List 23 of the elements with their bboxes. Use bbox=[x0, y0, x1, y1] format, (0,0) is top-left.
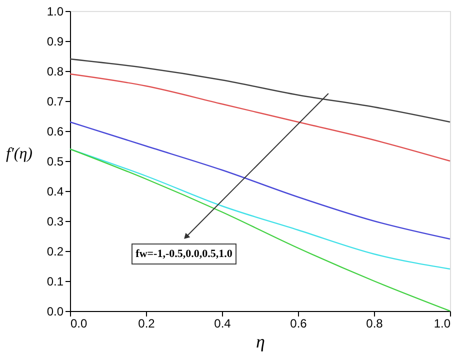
y-tick-label: 0.9 bbox=[46, 34, 64, 48]
y-tick-label: 0.7 bbox=[46, 94, 64, 108]
x-tick-label: 0.2 bbox=[138, 316, 156, 330]
annotation: fw=-1,-0.5,0.0,0.5,1.0 bbox=[136, 248, 233, 260]
y-tick-label: 0.1 bbox=[46, 274, 64, 288]
x-axis-title: η bbox=[256, 332, 266, 352]
x-tick-label: 0.8 bbox=[366, 316, 384, 330]
y-tick-label: 0.8 bbox=[46, 64, 64, 78]
line-series bbox=[69, 121, 451, 240]
line-series bbox=[69, 73, 451, 162]
x-tick-label: 0.4 bbox=[214, 316, 232, 330]
x-tick-label: 1.0 bbox=[434, 316, 451, 330]
y-tick-label: 1.0 bbox=[46, 4, 64, 18]
y-tick-label: 0.0 bbox=[46, 304, 64, 318]
line-series bbox=[69, 58, 451, 123]
y-tick-label: 0.3 bbox=[46, 214, 64, 228]
x-tick-label: 0.0 bbox=[70, 316, 88, 330]
y-tick-label: 0.2 bbox=[46, 244, 64, 258]
x-tick-label: 0.6 bbox=[290, 316, 308, 330]
y-tick-label: 0.6 bbox=[46, 124, 64, 138]
y-axis-title: f′(η) bbox=[6, 146, 32, 162]
y-tick-label: 0.5 bbox=[46, 154, 64, 168]
y-tick-label: 0.4 bbox=[46, 184, 64, 198]
